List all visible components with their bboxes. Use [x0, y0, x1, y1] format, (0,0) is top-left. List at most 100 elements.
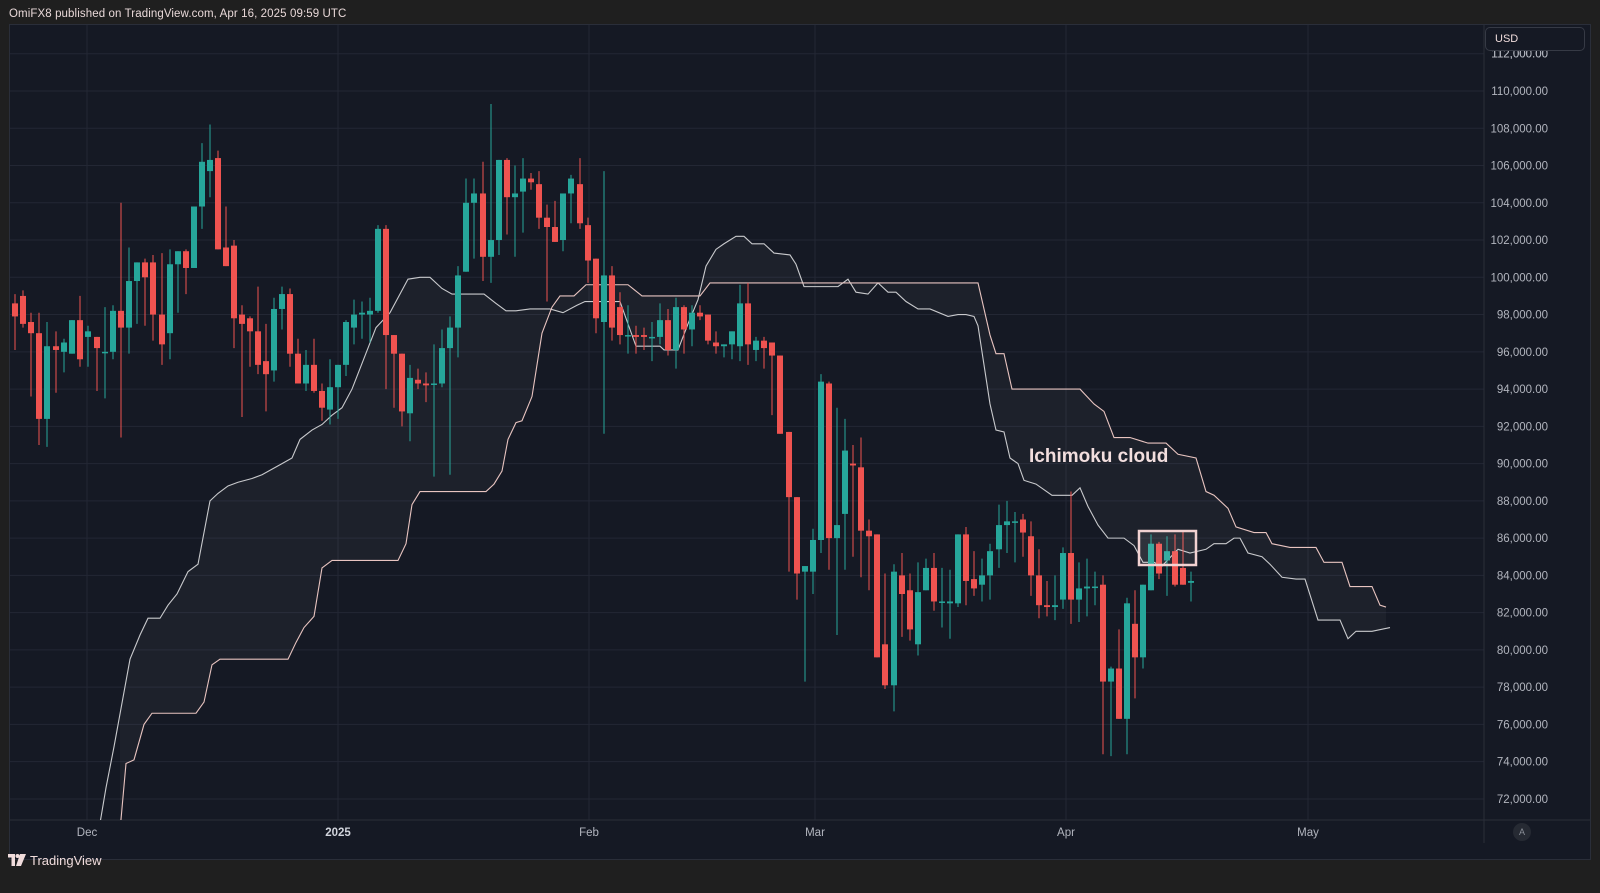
bullish-candle — [955, 534, 961, 604]
bearish-candle — [311, 364, 317, 391]
bearish-candle — [1020, 519, 1026, 533]
bearish-candle — [585, 225, 591, 261]
bullish-candle — [689, 312, 695, 330]
bearish-candle — [1044, 605, 1050, 608]
ichimoku-cloud-annotation: Ichimoku cloud — [1029, 446, 1168, 467]
bullish-candle — [601, 275, 607, 323]
auto-scale-button[interactable]: A — [1513, 823, 1531, 841]
time-axis-label: Mar — [805, 827, 825, 839]
price-axis-label: 78,000.00 — [1497, 682, 1548, 694]
bullish-candle — [431, 383, 437, 385]
bullish-candle — [520, 178, 526, 192]
bearish-candle — [665, 320, 671, 350]
bearish-candle — [705, 314, 711, 341]
bearish-candle — [239, 314, 245, 324]
bullish-candle — [1092, 586, 1098, 589]
bearish-candle — [963, 534, 969, 581]
bullish-candle — [496, 159, 502, 241]
bullish-candle — [279, 294, 285, 309]
bearish-candle — [899, 575, 905, 595]
bearish-candle — [415, 379, 421, 384]
bearish-candle — [1068, 553, 1074, 600]
tradingview-logo[interactable]: TradingView — [8, 852, 102, 868]
price-axis-label: 88,000.00 — [1497, 496, 1548, 508]
bullish-candle — [335, 364, 341, 388]
price-axis-label: 112,000.00 — [1491, 49, 1548, 61]
chart-pane[interactable] — [9, 24, 1591, 860]
bearish-candle — [36, 333, 42, 419]
bullish-candle — [463, 202, 469, 272]
bullish-candle — [947, 601, 953, 604]
bearish-candle — [480, 193, 486, 257]
plot-area[interactable]: Ichimoku cloud — [12, 104, 1391, 831]
time-axis-label: May — [1297, 827, 1319, 839]
bullish-candle — [657, 320, 663, 337]
bullish-candle — [327, 387, 333, 410]
bullish-candle — [85, 331, 91, 337]
bullish-candle — [625, 335, 631, 337]
bullish-candle — [891, 571, 897, 686]
bullish-candle — [737, 303, 743, 347]
bullish-candle — [367, 310, 373, 315]
price-axis-label: 112,000.00 — [1491, 49, 1548, 61]
bearish-candle — [399, 353, 405, 412]
bullish-candle — [351, 314, 357, 328]
price-axis-label: 72,000.00 — [1497, 794, 1548, 806]
bullish-candle — [1084, 586, 1090, 589]
bullish-candle — [1140, 584, 1146, 658]
bearish-candle — [1028, 536, 1034, 576]
bearish-candle — [183, 251, 189, 268]
bullish-candle — [375, 228, 381, 311]
bullish-candle — [834, 525, 840, 539]
bullish-candle — [447, 327, 453, 349]
bullish-candle — [1108, 668, 1114, 682]
bullish-candle — [979, 575, 985, 585]
price-axis-label: 100,000.00 — [1490, 272, 1548, 284]
bearish-candle — [223, 247, 229, 267]
bearish-candle — [1132, 623, 1138, 658]
bearish-candle — [536, 184, 542, 218]
bearish-candle — [907, 590, 913, 630]
price-axis-label: 80,000.00 — [1497, 645, 1548, 657]
bullish-candle — [207, 159, 213, 172]
bullish-candle — [175, 251, 181, 265]
bearish-candle — [53, 346, 59, 350]
bearish-candle — [786, 431, 792, 498]
bullish-candle — [61, 342, 67, 352]
bearish-candle — [761, 340, 767, 349]
bearish-candle — [850, 463, 856, 466]
bullish-candle — [199, 161, 205, 207]
bearish-candle — [12, 303, 18, 317]
bearish-candle — [77, 320, 83, 360]
bearish-candle — [263, 361, 269, 375]
bearish-candle — [423, 383, 429, 386]
currency-selector-button[interactable]: USD — [1485, 27, 1585, 51]
bearish-candle — [28, 322, 34, 334]
price-axis-label: 74,000.00 — [1497, 757, 1548, 769]
bearish-candle — [794, 497, 800, 574]
bearish-candle — [552, 226, 558, 242]
bearish-candle — [1180, 567, 1186, 585]
bullish-candle — [439, 348, 445, 384]
bearish-candle — [142, 262, 148, 278]
bearish-candle — [383, 228, 389, 336]
bullish-candle — [126, 281, 132, 328]
bullish-candle — [102, 351, 108, 354]
bearish-candle — [94, 336, 100, 349]
tradingview-brand-text: TradingView — [30, 852, 102, 868]
bearish-candle — [681, 307, 687, 330]
price-axis-label: 82,000.00 — [1497, 608, 1548, 620]
price-axis-label: 96,000.00 — [1497, 347, 1548, 359]
bearish-candle — [777, 355, 783, 434]
bullish-candle — [915, 592, 921, 645]
bearish-candle — [287, 294, 293, 354]
bearish-candle — [391, 335, 397, 354]
bearish-candle — [633, 335, 639, 337]
bullish-candle — [1164, 551, 1170, 561]
bullish-candle — [1052, 605, 1058, 608]
bullish-candle — [560, 193, 566, 241]
bullish-candle — [512, 193, 518, 198]
bearish-candle — [1100, 584, 1106, 682]
bearish-candle — [641, 335, 647, 337]
